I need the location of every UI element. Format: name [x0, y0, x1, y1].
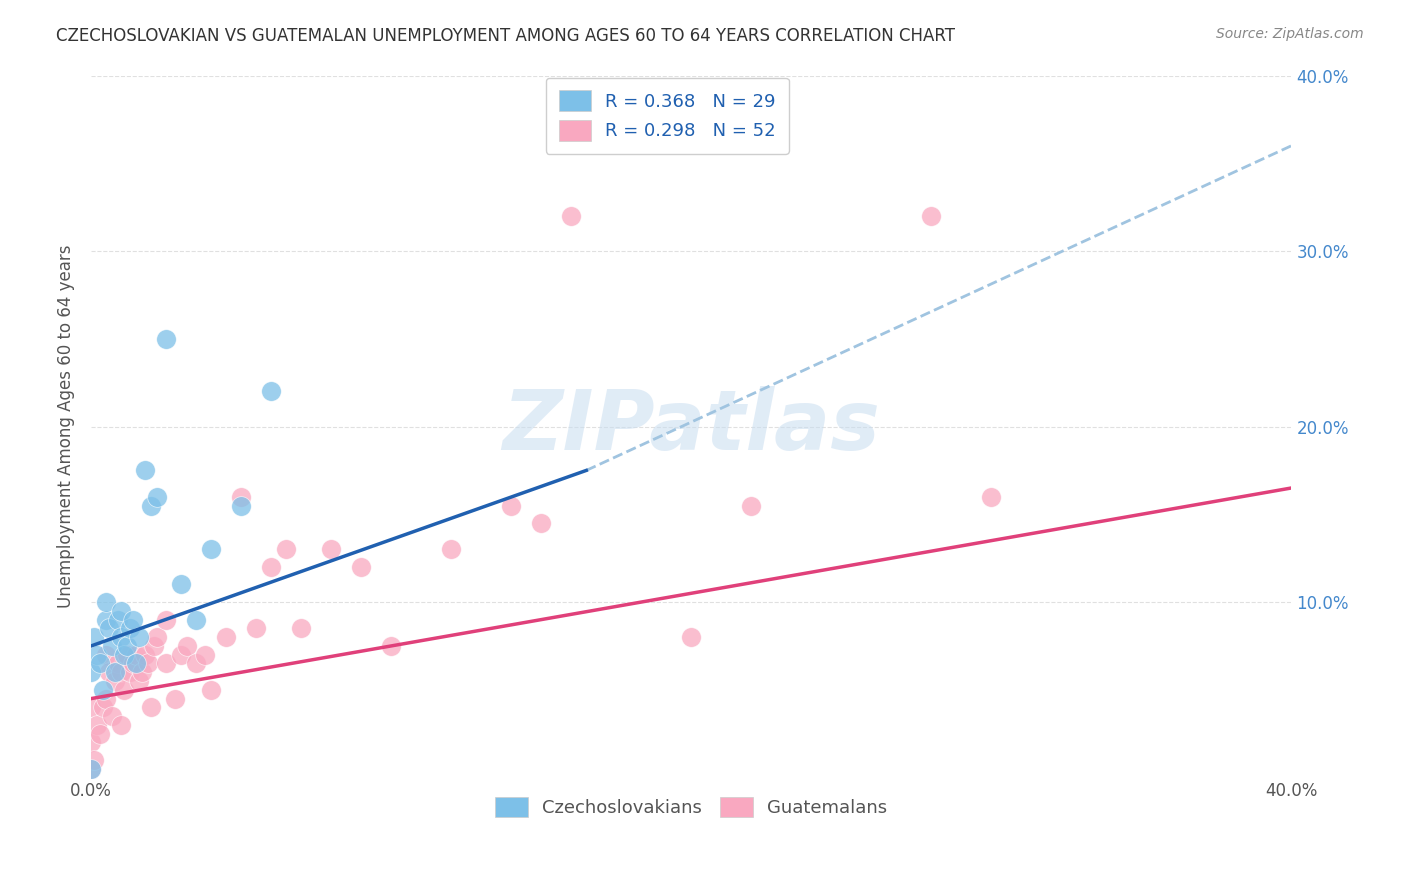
Point: [440, 542, 463, 557]
Point: [96, 595, 118, 609]
Point: [125, 648, 148, 662]
Point: [321, 542, 343, 557]
Point: [141, 700, 163, 714]
Point: [276, 542, 298, 557]
Point: [110, 718, 132, 732]
Point: [120, 665, 142, 680]
Point: [170, 577, 193, 591]
Point: [104, 665, 127, 680]
Point: [86, 648, 108, 662]
Point: [176, 639, 198, 653]
Point: [146, 490, 169, 504]
Y-axis label: Unemployment Among Ages 60 to 64 years: Unemployment Among Ages 60 to 64 years: [58, 244, 75, 608]
Point: [91, 682, 114, 697]
Point: [96, 648, 118, 662]
Point: [200, 682, 222, 697]
Point: [740, 499, 762, 513]
Point: [131, 665, 153, 680]
Point: [98, 665, 121, 680]
Point: [681, 630, 703, 644]
Point: [155, 332, 177, 346]
Point: [155, 657, 177, 671]
Point: [112, 648, 135, 662]
Point: [120, 621, 142, 635]
Point: [80, 735, 103, 749]
Point: [83, 753, 105, 767]
Point: [107, 657, 129, 671]
Point: [170, 648, 193, 662]
Point: [89, 657, 111, 671]
Point: [96, 691, 118, 706]
Point: [501, 499, 523, 513]
Point: [260, 384, 283, 399]
Point: [110, 630, 132, 644]
Point: [165, 691, 187, 706]
Point: [290, 621, 312, 635]
Point: [96, 613, 118, 627]
Point: [194, 648, 217, 662]
Point: [104, 673, 127, 688]
Point: [136, 657, 159, 671]
Point: [80, 665, 103, 680]
Point: [920, 209, 942, 223]
Text: CZECHOSLOVAKIAN VS GUATEMALAN UNEMPLOYMENT AMONG AGES 60 TO 64 YEARS CORRELATION: CZECHOSLOVAKIAN VS GUATEMALAN UNEMPLOYME…: [56, 27, 955, 45]
Point: [155, 613, 177, 627]
Text: Source: ZipAtlas.com: Source: ZipAtlas.com: [1216, 27, 1364, 41]
Point: [83, 630, 105, 644]
Point: [245, 621, 267, 635]
Point: [141, 499, 163, 513]
Point: [101, 639, 124, 653]
Point: [231, 490, 253, 504]
Point: [98, 621, 121, 635]
Point: [101, 709, 124, 723]
Point: [200, 542, 222, 557]
Point: [350, 560, 373, 574]
Point: [215, 630, 238, 644]
Point: [231, 499, 253, 513]
Point: [128, 673, 150, 688]
Point: [186, 613, 208, 627]
Point: [125, 657, 148, 671]
Point: [134, 648, 156, 662]
Point: [128, 630, 150, 644]
Point: [80, 700, 103, 714]
Point: [107, 613, 129, 627]
Point: [146, 630, 169, 644]
Point: [91, 700, 114, 714]
Text: ZIPatlas: ZIPatlas: [502, 386, 880, 467]
Point: [380, 639, 402, 653]
Point: [110, 665, 132, 680]
Legend: Czechoslovakians, Guatemalans: Czechoslovakians, Guatemalans: [488, 789, 894, 825]
Point: [80, 762, 103, 776]
Point: [143, 639, 166, 653]
Point: [980, 490, 1002, 504]
Point: [80, 762, 103, 776]
Point: [122, 657, 145, 671]
Point: [186, 657, 208, 671]
Point: [260, 560, 283, 574]
Point: [112, 682, 135, 697]
Point: [115, 639, 138, 653]
Point: [110, 604, 132, 618]
Point: [115, 648, 138, 662]
Point: [86, 718, 108, 732]
Point: [89, 727, 111, 741]
Point: [134, 463, 156, 477]
Point: [122, 613, 145, 627]
Point: [530, 516, 553, 530]
Point: [560, 209, 582, 223]
